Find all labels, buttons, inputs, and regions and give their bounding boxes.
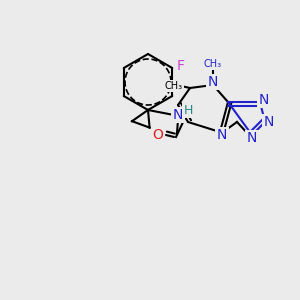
Text: CH₃: CH₃: [165, 81, 183, 91]
Text: N: N: [217, 128, 227, 142]
Text: N: N: [259, 93, 269, 107]
Text: N: N: [208, 75, 218, 89]
Text: O: O: [153, 128, 164, 142]
Text: F: F: [176, 59, 184, 73]
Text: N: N: [264, 115, 274, 129]
Text: N: N: [247, 131, 257, 145]
Text: N: N: [173, 108, 183, 122]
Text: H: H: [183, 103, 193, 116]
Text: CH₃: CH₃: [204, 59, 222, 69]
